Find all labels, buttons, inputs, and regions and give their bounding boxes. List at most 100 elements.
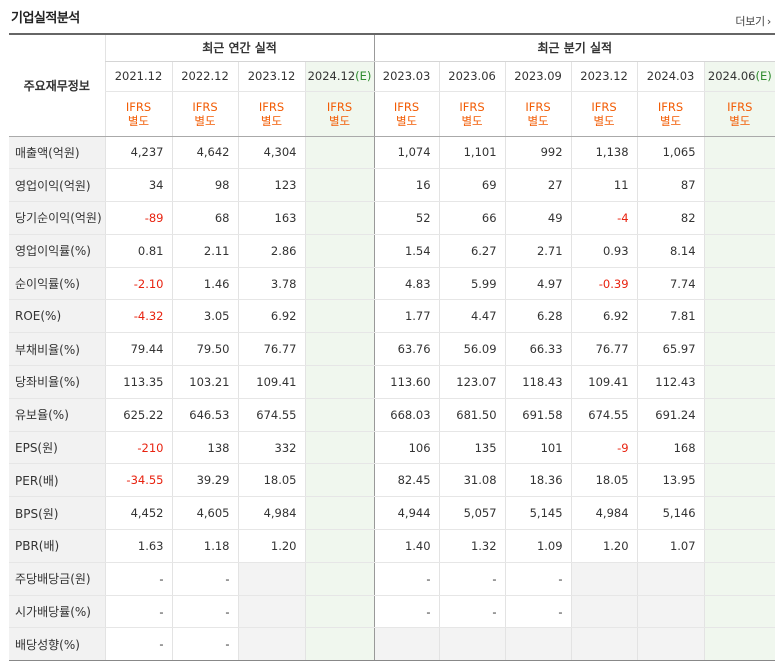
accounting-standard-cell: IFRS 별도 <box>703 91 776 137</box>
period-label: 2021.12 <box>114 69 163 83</box>
value-cell: 4,304 <box>237 136 305 170</box>
value-cell: 101 <box>504 430 572 465</box>
value-cell <box>703 332 776 367</box>
separate-label: 별도 <box>593 113 615 128</box>
value-cell: 668.03 <box>373 398 440 432</box>
more-link[interactable]: 더보기 › <box>735 13 771 29</box>
value-cell: - <box>104 595 172 629</box>
value-cell: 11 <box>570 168 638 203</box>
value-cell: 63.76 <box>373 332 440 367</box>
value-cell: 6.92 <box>237 299 305 334</box>
value-cell: 118.43 <box>504 365 572 399</box>
value-cell: 79.44 <box>104 332 172 367</box>
value-cell: 27 <box>504 168 572 203</box>
value-cell: 82.45 <box>373 463 440 498</box>
value-cell: 1.77 <box>373 299 440 334</box>
value-cell <box>703 201 776 235</box>
value-cell: 674.55 <box>237 398 305 432</box>
value-cell <box>304 299 375 334</box>
value-cell: 5.99 <box>438 267 506 301</box>
ifrs-label: IFRS <box>591 99 617 114</box>
accounting-standard-cell: IFRS 별도 <box>438 91 506 137</box>
value-cell <box>304 365 375 399</box>
value-cell: - <box>438 561 506 596</box>
period-label: 2023.03 <box>382 69 431 83</box>
value-cell: 1,065 <box>636 136 705 170</box>
value-cell <box>636 627 705 662</box>
row-label: PBR(배) <box>9 529 105 563</box>
separate-label: 별도 <box>659 113 682 128</box>
table-row: 영업이익률(%) 0.81 2.11 2.86 1.54 6.27 2.71 0.93 8.14 <box>9 233 776 268</box>
period-header: 2021.12 <box>104 61 172 92</box>
value-cell: 1,138 <box>570 136 638 170</box>
separate-label: 별도 <box>260 113 283 128</box>
table-row: PBR(배) 1.63 1.18 1.20 1.40 1.32 1.09 1.20 1.07 <box>9 529 776 563</box>
value-cell: - <box>104 561 172 596</box>
value-cell: 13.95 <box>636 463 705 498</box>
value-cell <box>703 430 776 465</box>
period-header: 2023.12 <box>237 61 305 92</box>
value-cell <box>703 561 776 596</box>
period-label: 2023.12 <box>580 69 628 83</box>
value-cell: 4,452 <box>104 496 172 531</box>
value-cell: 16 <box>373 168 440 203</box>
ifrs-label: IFRS <box>326 99 353 114</box>
value-cell <box>304 627 375 662</box>
value-cell: 4,944 <box>373 496 440 531</box>
ifrs-label: IFRS <box>125 99 152 114</box>
accounting-standard-cell: IFRS 별도 <box>373 91 440 137</box>
value-cell: 123.07 <box>438 365 506 399</box>
value-cell: 1.40 <box>373 529 440 563</box>
value-cell: 1.54 <box>373 233 440 268</box>
value-cell <box>237 561 305 596</box>
value-cell <box>237 595 305 629</box>
value-cell: 87 <box>636 168 705 203</box>
value-cell <box>703 529 776 563</box>
estimate-marker: (E) <box>755 69 772 83</box>
value-cell <box>237 627 305 662</box>
accounting-standard-cell: IFRS 별도 <box>237 91 305 137</box>
period-header: 2024.03 <box>636 61 705 92</box>
separate-label: 별도 <box>328 113 351 128</box>
value-cell: 106 <box>373 430 440 465</box>
separate-label: 별도 <box>461 113 483 128</box>
value-cell <box>703 365 776 399</box>
value-cell: 674.55 <box>570 398 638 432</box>
value-cell <box>703 595 776 629</box>
value-cell: 4,984 <box>237 496 305 531</box>
value-cell: 3.78 <box>237 267 305 301</box>
period-label: 2022.12 <box>181 69 229 83</box>
chevron-right-icon: › <box>766 15 771 28</box>
row-label: 매출액(억원) <box>9 136 105 170</box>
ifrs-label: IFRS <box>657 99 684 114</box>
accounting-standard-cell: IFRS 별도 <box>171 91 238 137</box>
row-label: PER(배) <box>9 463 105 498</box>
period-header: 2023.03 <box>373 61 440 92</box>
value-cell: 163 <box>237 201 305 235</box>
more-label: 더보기 <box>735 15 765 28</box>
value-cell <box>304 168 375 203</box>
ifrs-label: IFRS <box>258 99 285 114</box>
row-label: 영업이익률(%) <box>9 233 105 268</box>
value-cell <box>570 561 638 596</box>
value-cell: - <box>171 627 238 662</box>
value-cell: 7.74 <box>636 267 705 301</box>
ifrs-label: IFRS <box>393 99 420 114</box>
value-cell: 6.27 <box>438 233 506 268</box>
table-row: 시가배당률(%) - - - - - <box>9 595 776 629</box>
value-cell: 39.29 <box>171 463 238 498</box>
period-header: 2022.12 <box>171 61 238 92</box>
value-cell <box>703 299 776 334</box>
value-cell: -34.55 <box>104 463 172 498</box>
value-cell <box>504 627 572 662</box>
period-label: 2024.03 <box>646 69 695 83</box>
value-cell: 1,101 <box>438 136 506 170</box>
value-cell: 98 <box>171 168 238 203</box>
separate-label: 별도 <box>527 113 549 128</box>
period-header: 2024.06(E) <box>703 61 776 92</box>
value-cell: -210 <box>104 430 172 465</box>
value-cell: 65.97 <box>636 332 705 367</box>
accounting-standard-cell: IFRS 별도 <box>636 91 705 137</box>
value-cell: 66.33 <box>504 332 572 367</box>
separate-label: 별도 <box>729 113 751 128</box>
